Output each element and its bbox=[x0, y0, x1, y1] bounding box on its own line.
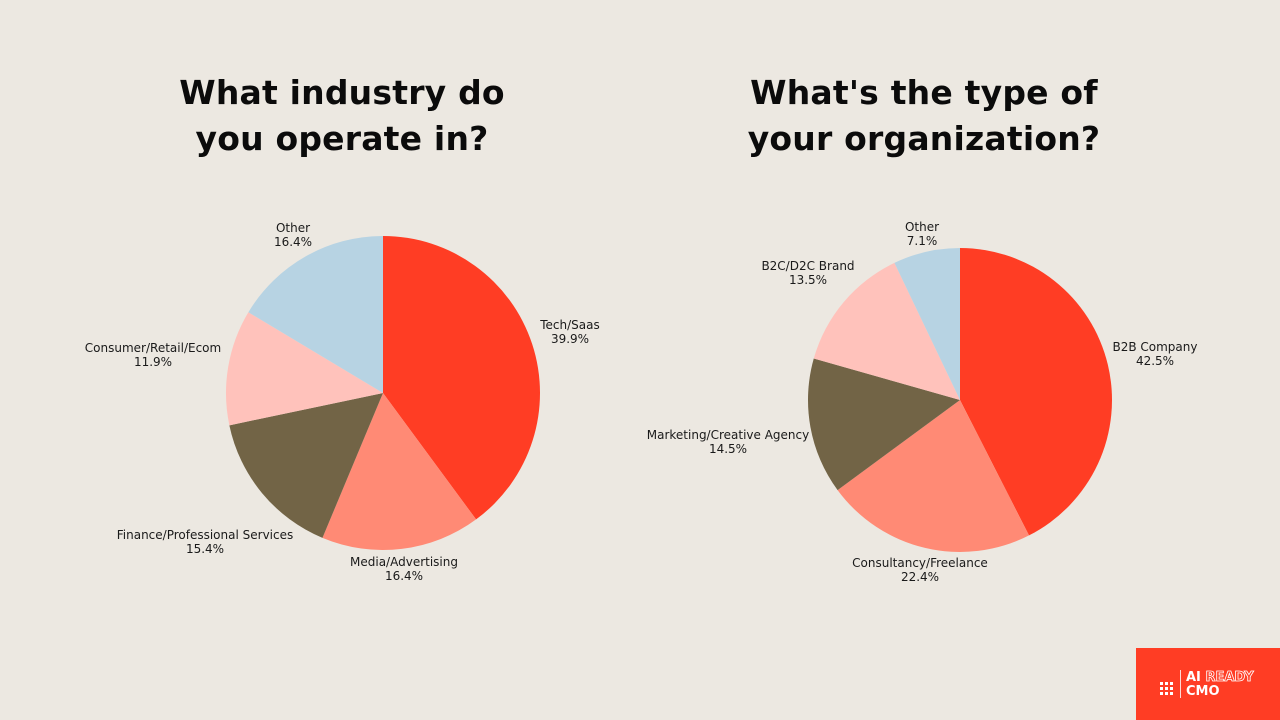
chart-title-organization-type: What's the type of your organization? bbox=[724, 70, 1124, 162]
slice-label: B2C/D2C Brand bbox=[761, 259, 854, 273]
grid-icon bbox=[1160, 682, 1173, 695]
slice-label: Media/Advertising bbox=[350, 555, 458, 569]
slice-percent-label: 14.5% bbox=[709, 442, 747, 456]
slice-label: Marketing/Creative Agency bbox=[647, 428, 810, 442]
chart-title-industry: What industry do you operate in? bbox=[142, 70, 542, 162]
slice-label: Other bbox=[905, 220, 939, 234]
slice-percent-label: 7.1% bbox=[907, 234, 938, 248]
slice-percent-label: 16.4% bbox=[274, 235, 312, 249]
slice-percent-label: 42.5% bbox=[1136, 354, 1174, 368]
chart-title-line: What industry do bbox=[179, 73, 505, 112]
ai-ready-cmo-logo: AI READY CMO bbox=[1136, 648, 1280, 720]
logo-divider bbox=[1180, 670, 1181, 698]
slice-label: Tech/Saas bbox=[539, 318, 600, 332]
pie-slice-tech-saas bbox=[383, 236, 540, 520]
slice-percent-label: 13.5% bbox=[789, 273, 827, 287]
slice-percent-label: 15.4% bbox=[186, 542, 224, 556]
slice-percent-label: 11.9% bbox=[134, 355, 172, 369]
logo-line-1: AI READY bbox=[1186, 670, 1254, 685]
slice-percent-label: 16.4% bbox=[385, 569, 423, 583]
pie-chart-industry: Tech/Saas39.9%Media/Advertising16.4%Fina… bbox=[85, 221, 600, 583]
chart-title-line: What's the type of bbox=[750, 73, 1098, 112]
slice-label: B2B Company bbox=[1112, 340, 1197, 354]
pie-slice-b2b-company bbox=[960, 248, 1112, 536]
pie-slice-consultancy-freelance bbox=[837, 400, 1030, 552]
slice-percent-label: 39.9% bbox=[551, 332, 589, 346]
pie-slice-media-advertising bbox=[322, 393, 477, 551]
pie-slice-marketing-creative-agency bbox=[807, 358, 960, 491]
logo-ai: AI bbox=[1186, 670, 1201, 685]
pie-slice-b2c-d2c-brand bbox=[813, 262, 960, 400]
chart-title-line: you operate in? bbox=[195, 119, 489, 158]
chart-title-line: your organization? bbox=[747, 119, 1101, 158]
slice-label: Other bbox=[276, 221, 310, 235]
slice-label: Consultancy/Freelance bbox=[852, 556, 988, 570]
pie-slice-other bbox=[248, 236, 383, 393]
logo-line-2: CMO bbox=[1186, 684, 1220, 699]
pie-slice-consumer-retail-ecom bbox=[225, 312, 383, 426]
pie-slice-finance-professional-services bbox=[229, 393, 383, 538]
slice-label: Finance/Professional Services bbox=[117, 528, 293, 542]
logo-wordmark: AI READY CMO bbox=[1186, 670, 1254, 699]
slice-label: Consumer/Retail/Ecom bbox=[85, 341, 221, 355]
logo-ready: READY bbox=[1205, 670, 1254, 685]
slice-percent-label: 22.4% bbox=[901, 570, 939, 584]
pie-slice-other bbox=[894, 248, 960, 400]
